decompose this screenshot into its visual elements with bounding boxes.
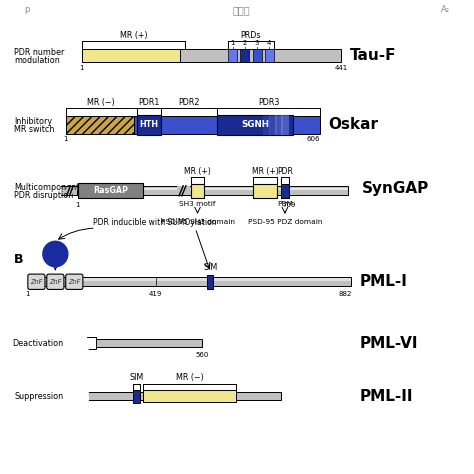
Text: 709: 709 [283,201,296,208]
FancyBboxPatch shape [67,187,72,195]
FancyBboxPatch shape [275,115,283,135]
Text: p: p [24,5,29,14]
FancyBboxPatch shape [253,183,277,198]
FancyBboxPatch shape [78,183,144,199]
Text: B: B [14,254,24,266]
FancyBboxPatch shape [66,116,320,134]
Text: PML-II: PML-II [359,389,413,404]
Text: MR (−): MR (−) [88,98,115,107]
FancyBboxPatch shape [133,390,140,403]
FancyBboxPatch shape [28,278,352,281]
Text: PSD-95 SH3 domain: PSD-95 SH3 domain [161,219,235,225]
FancyBboxPatch shape [281,115,289,135]
Text: PDR number: PDR number [14,48,64,57]
Text: 1: 1 [64,136,68,142]
FancyBboxPatch shape [28,274,45,290]
FancyBboxPatch shape [82,49,341,62]
Text: ZnF: ZnF [30,279,43,285]
FancyBboxPatch shape [28,277,352,286]
Text: Inhibitory: Inhibitory [14,117,52,126]
Text: MR (−): MR (−) [176,373,203,382]
Text: 419: 419 [149,291,163,297]
FancyBboxPatch shape [47,274,64,290]
FancyBboxPatch shape [265,49,274,62]
Text: PRDs: PRDs [241,30,261,39]
Text: Tau-F: Tau-F [350,48,397,63]
Text: 606: 606 [307,136,320,142]
FancyBboxPatch shape [87,337,96,349]
Text: SGNH: SGNH [241,120,269,129]
FancyBboxPatch shape [66,274,83,290]
FancyBboxPatch shape [281,183,289,198]
FancyBboxPatch shape [161,119,217,131]
FancyBboxPatch shape [240,49,249,62]
Text: MR (+): MR (+) [120,30,147,39]
Text: Multicomponent: Multicomponent [14,182,79,191]
FancyBboxPatch shape [87,339,202,347]
FancyBboxPatch shape [77,186,348,195]
Text: 1: 1 [26,291,30,297]
Text: HTH: HTH [139,120,158,129]
Text: 2: 2 [243,40,247,46]
Text: PSD-95 PDZ domain: PSD-95 PDZ domain [247,219,322,225]
FancyBboxPatch shape [253,49,262,62]
Text: 560: 560 [195,352,209,358]
Text: 882: 882 [338,291,352,297]
Text: SUMO: SUMO [44,251,67,257]
Text: MR (+): MR (+) [184,166,211,175]
Text: Suppression: Suppression [14,392,64,401]
Text: Deactivation: Deactivation [12,338,64,347]
FancyBboxPatch shape [137,115,161,135]
Text: PDR: PDR [277,166,293,175]
FancyBboxPatch shape [82,49,180,62]
Circle shape [43,241,68,267]
Text: CC: CC [260,188,270,194]
Text: PDR inducible with SUMOylation: PDR inducible with SUMOylation [93,218,217,227]
Text: PML-VI: PML-VI [359,336,418,351]
Text: RasGAP: RasGAP [93,186,128,195]
Text: MR switch: MR switch [14,125,55,134]
FancyBboxPatch shape [77,188,348,190]
FancyBboxPatch shape [180,187,184,195]
FancyBboxPatch shape [61,186,77,195]
Text: PDR2: PDR2 [178,98,200,107]
Text: 441: 441 [334,64,347,71]
Text: PDR3: PDR3 [258,98,279,107]
Text: PML-I: PML-I [359,274,407,289]
Text: 4: 4 [267,40,272,46]
Text: 1: 1 [230,40,235,46]
FancyBboxPatch shape [87,392,281,401]
FancyBboxPatch shape [177,186,190,195]
Text: 1: 1 [80,64,84,71]
FancyBboxPatch shape [143,391,236,402]
FancyBboxPatch shape [208,275,213,289]
FancyBboxPatch shape [269,115,276,135]
Text: modulation: modulation [14,56,60,65]
FancyBboxPatch shape [263,115,271,135]
FancyBboxPatch shape [217,115,293,135]
Text: 3: 3 [255,40,259,46]
Text: SynGAP: SynGAP [362,181,429,196]
Text: PDR1: PDR1 [138,98,160,107]
Text: PBM: PBM [277,201,293,207]
Text: SIM: SIM [129,373,144,382]
Text: SH3 motif: SH3 motif [179,201,216,207]
Text: PDR disruption: PDR disruption [14,191,73,200]
Text: ⓘⓘⓘ: ⓘⓘⓘ [233,5,250,15]
FancyBboxPatch shape [228,49,237,62]
Text: 1: 1 [75,201,80,208]
Text: MR (+): MR (+) [252,166,278,175]
Text: ZnF: ZnF [68,279,81,285]
Text: A₂: A₂ [440,5,449,14]
FancyBboxPatch shape [66,116,135,134]
Text: ZnF: ZnF [49,279,62,285]
FancyBboxPatch shape [191,183,204,198]
Text: SIM: SIM [203,263,218,272]
Text: Oskar: Oskar [328,118,378,132]
